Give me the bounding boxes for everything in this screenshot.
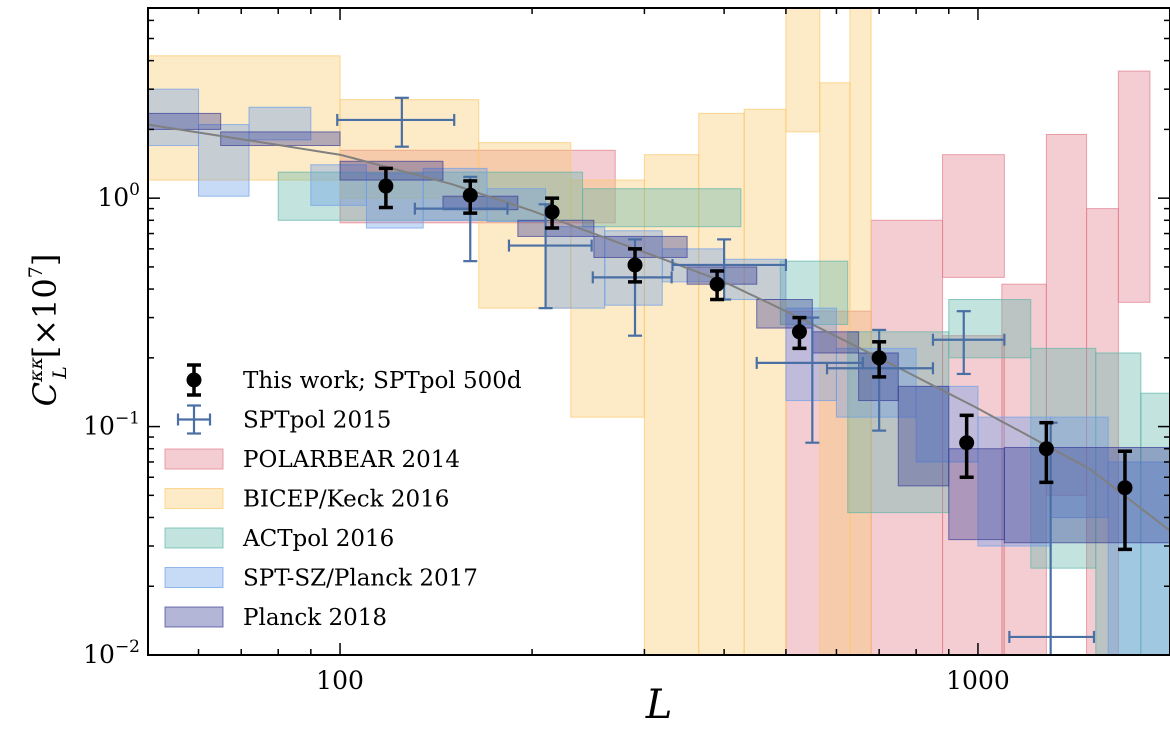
this-work-sptpol-500d-point-1 xyxy=(462,179,478,215)
y-axis-title: Cκκ L[×107] xyxy=(25,254,71,407)
planck-2018-box-11 xyxy=(948,448,1005,541)
legend-item-planck-2018: Planck 2018 xyxy=(164,605,387,631)
sptpol-2015-point-4 xyxy=(671,238,788,301)
spt-sz-planck-2017-box-4 xyxy=(365,173,424,229)
polarbear-2014-box-2 xyxy=(870,219,944,655)
spt-sz-planck-2017-box-15 xyxy=(1050,416,1109,518)
this-work-sptpol-500d-point-9 xyxy=(1117,449,1133,552)
points-layer xyxy=(378,166,1133,552)
axes-frame: 100 1000 10−2 10−1 100 xyxy=(83,7,1170,695)
legend-label-actpol-2016: ACTpol 2016 xyxy=(242,526,394,552)
x-axis-title: L xyxy=(645,682,673,728)
spt-sz-planck-2017-box-0 xyxy=(148,88,200,147)
polarbear-2014-box-8 xyxy=(1117,70,1151,303)
this-work-sptpol-500d-point-4 xyxy=(709,269,725,302)
bicep-keck-2016-box-2 xyxy=(478,142,572,309)
legend-label-polarbear-2014: POLARBEAR 2014 xyxy=(243,447,460,473)
y-tick-label-2: 100 xyxy=(97,180,140,212)
bicep-keck-2016-box-4 xyxy=(643,154,700,655)
legend-item-sptpol-2015: SPTpol 2015 xyxy=(176,404,391,435)
sptpol-2015-point-7 xyxy=(931,310,1006,376)
sptpol-2015-point-5 xyxy=(755,316,864,444)
planck-2018-box-12 xyxy=(1003,446,1170,544)
legend-item-spt-sz-planck-2017: SPT-SZ/Planck 2017 xyxy=(164,566,478,592)
legend-item-polarbear-2014: POLARBEAR 2014 xyxy=(164,447,460,473)
this-work-sptpol-500d-point-5 xyxy=(791,315,807,351)
errorbar-layer xyxy=(336,96,1096,655)
legend-label-sptpol-2015: SPTpol 2015 xyxy=(243,408,391,434)
spt-sz-planck-2017-box-16 xyxy=(1107,461,1170,655)
legend-label-this-work-sptpol-500d: This work; SPTpol 500d xyxy=(243,368,522,394)
x-tick-label-0: 100 xyxy=(316,666,364,695)
this-work-sptpol-500d-point-2 xyxy=(544,196,560,230)
polarbear-2014-box-5 xyxy=(1001,283,1047,655)
legend-item-bicep-keck-2016: BICEP/Keck 2016 xyxy=(164,487,449,513)
actpol-2016-box-6 xyxy=(1095,352,1142,655)
actpol-2016-box-4 xyxy=(948,299,1032,359)
plot-frame xyxy=(147,7,1170,656)
polarbear-2014-box-6 xyxy=(1045,133,1088,496)
spt-sz-planck-2017-box-14 xyxy=(977,416,1052,547)
bicep-keck-2016-box-7 xyxy=(785,8,821,133)
actpol-2016-box-1 xyxy=(582,188,742,228)
legend-item-actpol-2016: ACTpol 2016 xyxy=(164,526,394,552)
bicep-keck-2016-box-6 xyxy=(743,108,787,655)
this-work-sptpol-500d-point-0 xyxy=(378,166,394,210)
planck-2018-box-10 xyxy=(897,385,950,487)
this-work-sptpol-500d-point-8 xyxy=(1038,420,1054,485)
planck-2018-box-7 xyxy=(756,299,813,329)
this-work-sptpol-500d-point-6 xyxy=(871,340,887,379)
y-tick-label-1: 10−1 xyxy=(83,409,140,441)
series-actpol-2016 xyxy=(277,171,1170,655)
sptpol-2015-point-2 xyxy=(507,203,593,310)
bicep-keck-2016-box-5 xyxy=(698,112,745,655)
legend-label-planck-2018: Planck 2018 xyxy=(243,605,387,631)
y-tick-label-0: 10−2 xyxy=(83,637,140,669)
bicep-keck-2016-box-0 xyxy=(148,55,341,181)
series-polarbear-2014 xyxy=(339,70,1151,655)
polarbear-2014-box-7 xyxy=(1086,208,1119,655)
polarbear-2014-box-3 xyxy=(942,154,1005,278)
legend-label-spt-sz-planck-2017: SPT-SZ/Planck 2017 xyxy=(243,566,478,592)
legend-label-bicep-keck-2016: BICEP/Keck 2016 xyxy=(243,487,449,513)
spt-sz-planck-2017-box-7 xyxy=(545,226,606,309)
this-work-sptpol-500d-point-3 xyxy=(627,247,643,284)
this-work-sptpol-500d-point-7 xyxy=(959,413,975,480)
legend: This work; SPTpol 500d SPTpol 2015 POLARBE… xyxy=(164,363,522,631)
actpol-2016-box-5 xyxy=(1030,347,1097,569)
spt-sz-planck-2017-box-2 xyxy=(248,106,312,141)
legend-item-this-work-sptpol-500d: This work; SPTpol 500d xyxy=(186,363,522,397)
sptpol-2015-point-0 xyxy=(336,96,456,148)
x-tick-label-1: 1000 xyxy=(946,666,1010,695)
